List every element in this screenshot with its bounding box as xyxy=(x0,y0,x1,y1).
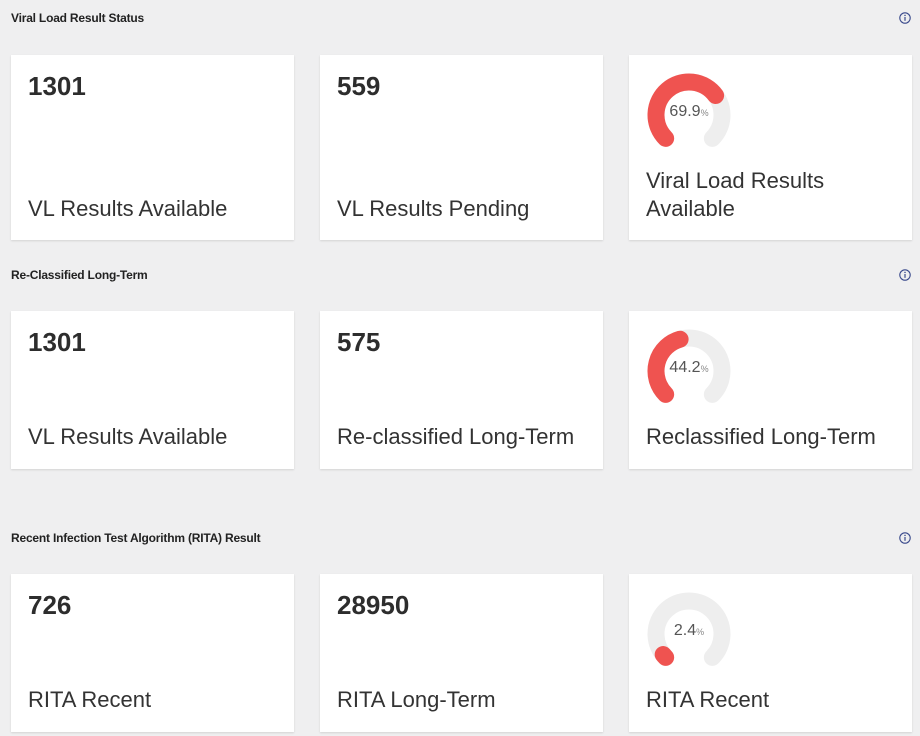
gauge-label: Reclassified Long-Term xyxy=(646,424,876,449)
gauge-value: 44.2 xyxy=(669,359,701,376)
stat-label: VL Results Pending xyxy=(337,196,530,221)
gauge-chart xyxy=(647,592,731,666)
gauge-value: 69.9 xyxy=(669,103,701,120)
gauge-value: 2.4 xyxy=(673,622,697,639)
gauge-unit: % xyxy=(696,627,705,637)
stat-value: 1301 xyxy=(28,71,86,101)
stat-label: VL Results Available xyxy=(28,196,228,221)
gauge-card-reclassified: 44.2% Reclassified Long-Term xyxy=(629,311,912,469)
stat-card-rita-recent: 726 RITA Recent xyxy=(11,574,294,732)
gauge-value-arc xyxy=(647,330,689,403)
gauge-value-text: 2.4% xyxy=(641,622,737,640)
gauge-label: Viral Load Results Available xyxy=(646,168,825,221)
stat-value: 726 xyxy=(28,590,72,620)
gauge-card-viral-load: 69.9% Viral Load Results Available xyxy=(629,55,912,240)
stat-card-vl-pending: 559 VL Results Pending xyxy=(320,55,603,240)
gauge-label: RITA Recent xyxy=(646,687,770,712)
gauge-unit: % xyxy=(700,364,709,374)
gauge-value-arc xyxy=(647,73,725,147)
stat-card-vl-available: 1301 VL Results Available xyxy=(11,311,294,469)
stat-card-rita-long-term: 28950 RITA Long-Term xyxy=(320,574,603,732)
stat-value: 1301 xyxy=(28,327,86,357)
info-icon[interactable] xyxy=(899,12,911,24)
gauge-unit: % xyxy=(700,108,709,118)
info-icon[interactable] xyxy=(899,532,911,544)
stat-card-vl-available: 1301 VL Results Available xyxy=(11,55,294,240)
gauge-chart xyxy=(647,73,731,147)
info-icon[interactable] xyxy=(899,269,911,281)
gauge-value-text: 69.9% xyxy=(641,103,737,121)
section-title-viral-load: Viral Load Result Status xyxy=(11,11,145,25)
section-title-rita: Recent Infection Test Algorithm (RITA) R… xyxy=(11,531,261,545)
stat-value: 575 xyxy=(337,327,381,357)
gauge-chart xyxy=(647,329,731,403)
stat-value: 28950 xyxy=(337,590,410,620)
gauge-card-rita: 2.4% RITA Recent xyxy=(629,574,912,732)
stat-card-reclassified: 575 Re-classified Long-Term xyxy=(320,311,603,469)
stat-label: Re-classified Long-Term xyxy=(337,424,575,449)
section-title-reclassified: Re-Classified Long-Term xyxy=(11,268,148,282)
stat-value: 559 xyxy=(337,71,381,101)
gauge-value-arc xyxy=(654,646,675,666)
gauge-value-text: 44.2% xyxy=(641,359,737,377)
stat-label: RITA Recent xyxy=(28,687,152,712)
gauge-track xyxy=(647,592,731,666)
stat-label: RITA Long-Term xyxy=(337,687,496,712)
stat-label: VL Results Available xyxy=(28,424,228,449)
